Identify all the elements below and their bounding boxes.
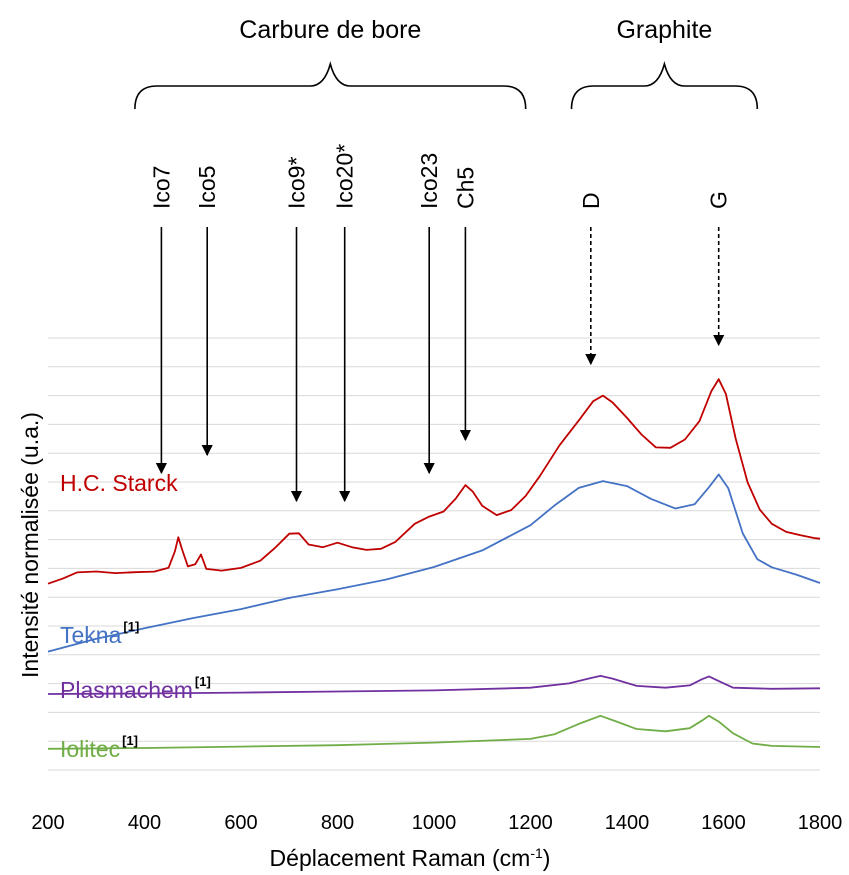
series-label: Iolitec xyxy=(60,736,120,762)
x-tick-label: 1200 xyxy=(508,812,553,834)
series-line xyxy=(47,675,821,695)
peak-label: D xyxy=(578,192,604,209)
series-label: H.C. Starck xyxy=(60,470,178,496)
x-tick-label: 1000 xyxy=(412,812,457,834)
peak-label: Ico7 xyxy=(148,166,174,209)
group-label: Graphite xyxy=(616,16,712,44)
peak-label: Ico5 xyxy=(194,166,220,209)
peak-label: Ico9* xyxy=(284,157,310,209)
x-axis-label-superscript: -1 xyxy=(530,845,543,861)
x-axis-label: Déplacement Raman (cm-1) xyxy=(270,845,551,871)
series-line xyxy=(47,714,821,750)
series-line xyxy=(47,378,821,585)
series-reference: [1] xyxy=(195,674,211,689)
gridlines xyxy=(48,337,820,771)
peak-label: Ico23 xyxy=(416,153,442,209)
x-tick-label: 1800 xyxy=(798,812,843,834)
x-tick-label: 200 xyxy=(31,812,64,834)
x-tick-label: 1400 xyxy=(605,812,650,834)
peak-label: Ico20* xyxy=(332,144,358,209)
x-tick-label: 600 xyxy=(224,812,257,834)
peak-label: Ch5 xyxy=(452,167,478,209)
x-tick-label: 400 xyxy=(128,812,161,834)
spectra-series xyxy=(47,378,821,750)
group-label: Carbure de bore xyxy=(239,16,421,44)
series-reference: [1] xyxy=(123,619,139,634)
peak-annotations: Ico7 Ico5 Ico9* Ico20* Ico23 Ch5 D G xyxy=(148,144,732,503)
series-line xyxy=(47,473,821,653)
y-axis-label: Intensité normalisée (u.a.) xyxy=(17,412,43,678)
x-axis-label-tail: ) xyxy=(543,845,551,871)
series-label: Plasmachem xyxy=(60,677,193,703)
series-reference: [1] xyxy=(122,733,138,748)
peak-group-brackets: Carbure de bore Graphite xyxy=(134,16,759,110)
peak-label: G xyxy=(706,191,732,209)
x-tick-label: 800 xyxy=(321,812,354,834)
group-bracket xyxy=(134,60,527,110)
x-axis-label-main: Déplacement Raman (cm xyxy=(270,845,531,871)
series-label: Tekna xyxy=(60,622,122,648)
group-bracket xyxy=(570,60,759,110)
x-tick-label: 1600 xyxy=(701,812,746,834)
x-tick-labels: 200 400 600 800 1000 1200 1400 1600 1800 xyxy=(31,812,842,834)
